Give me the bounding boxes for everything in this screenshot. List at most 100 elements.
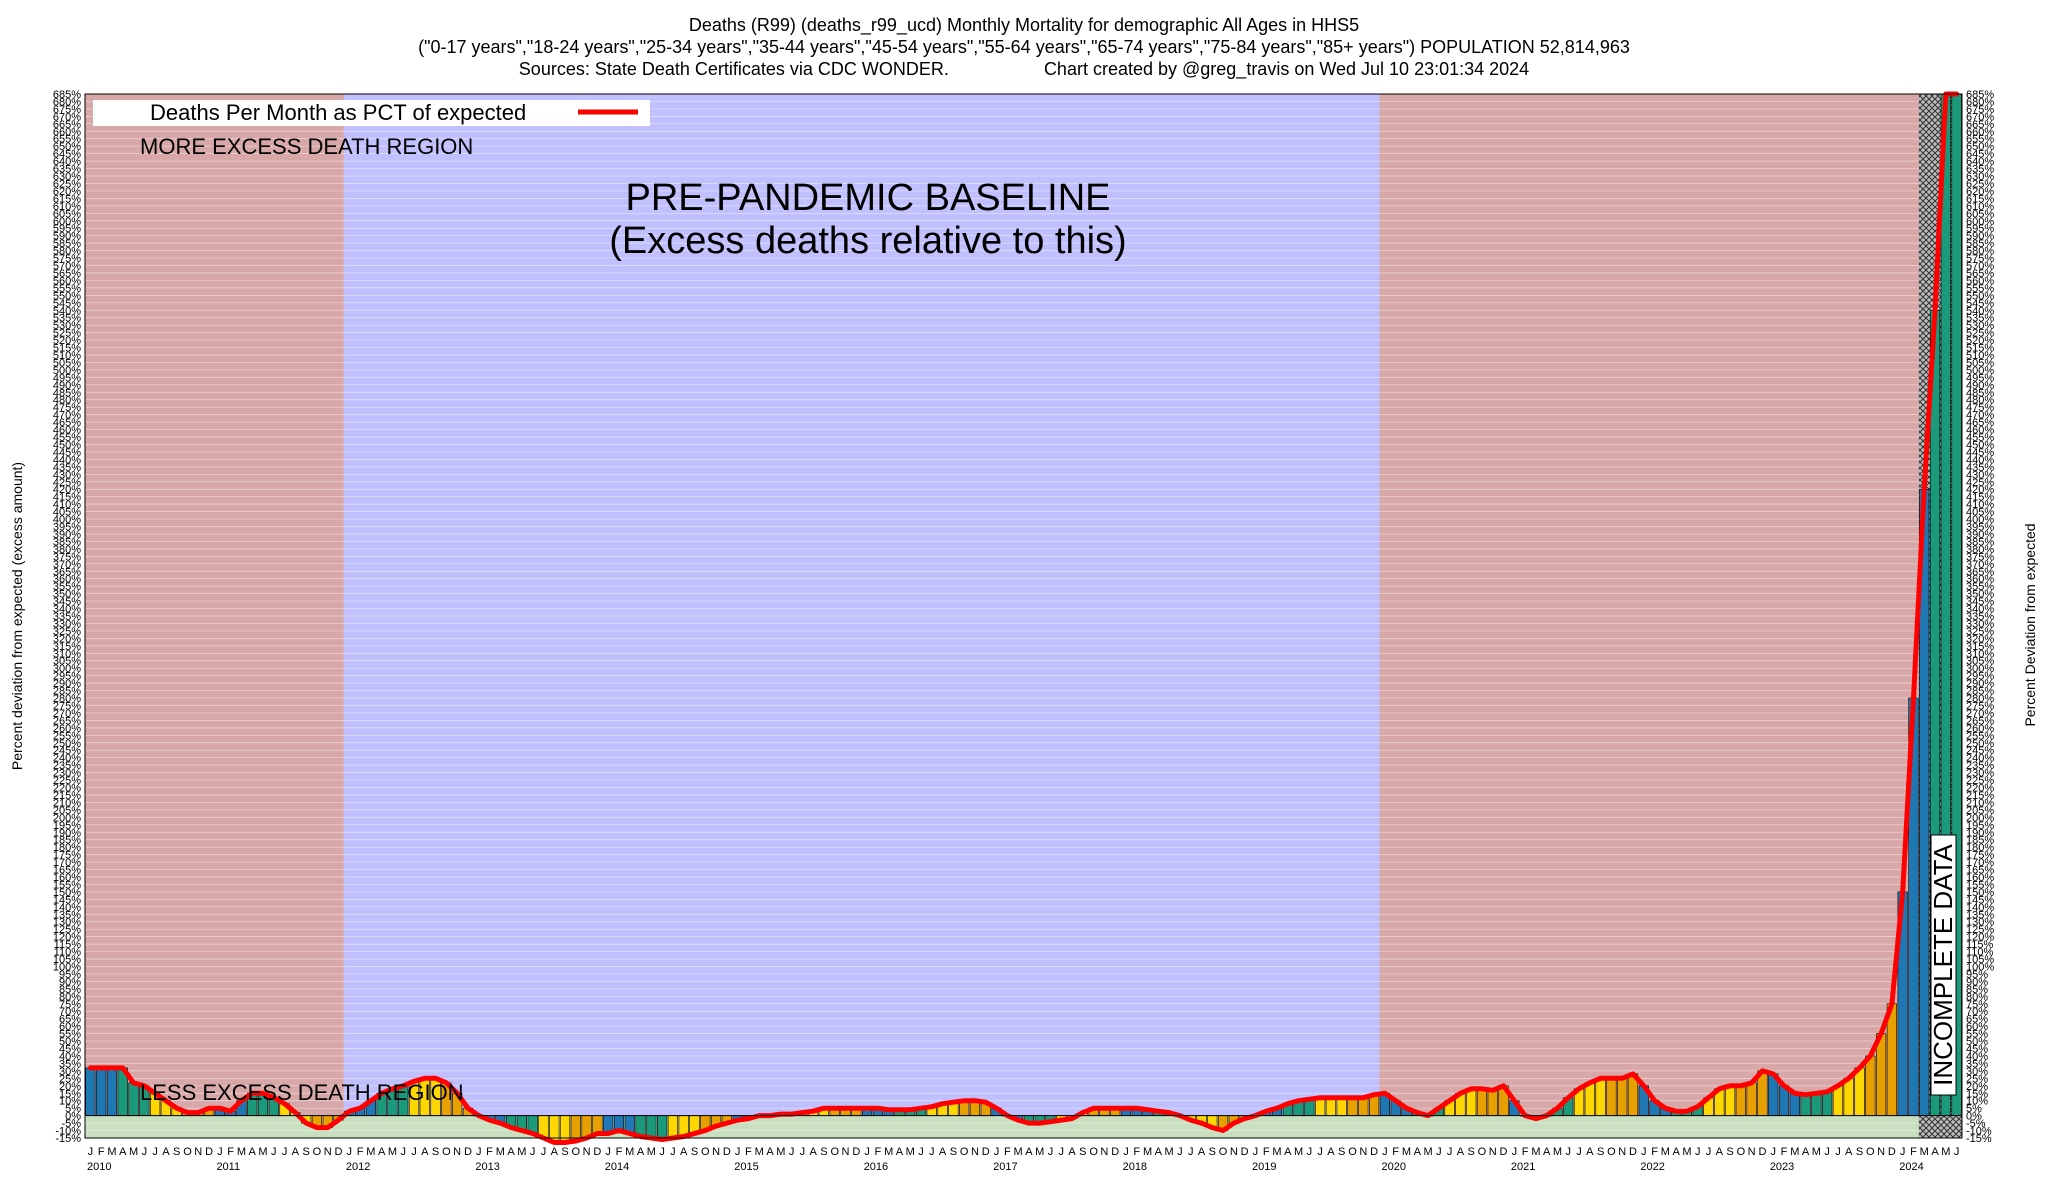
y-axis-label-right: Percent Deviation from expected: [2022, 523, 2038, 726]
x-month-label: A: [1716, 1146, 1724, 1158]
y-tick-label-right: 535%: [1966, 313, 1994, 325]
x-month-label: J: [1770, 1146, 1776, 1158]
x-month-label: M: [107, 1146, 116, 1158]
x-month-label: A: [1543, 1146, 1551, 1158]
y-tick-label-right: 630%: [1966, 171, 1994, 183]
y-tick-label-left: 290%: [53, 678, 81, 690]
y-tick-label-right: 210%: [1966, 797, 1994, 809]
y-tick-label-right: 85%: [1966, 984, 1988, 996]
bar: [1843, 1078, 1854, 1116]
bar: [657, 1115, 668, 1140]
y-tick-label-left: 270%: [53, 708, 81, 720]
x-month-label: J: [1641, 1146, 1647, 1158]
y-tick-label-left: 50%: [59, 1036, 81, 1048]
x-month-label: D: [1111, 1146, 1119, 1158]
x-month-label: S: [561, 1146, 568, 1158]
x-year-label: 2016: [864, 1161, 888, 1173]
x-month-label: F: [745, 1146, 752, 1158]
y-tick-label-right: 550%: [1966, 290, 1994, 302]
y-tick-label-left: 370%: [53, 559, 81, 571]
bar: [1325, 1097, 1337, 1116]
x-month-label: J: [1900, 1146, 1906, 1158]
y-tick-label-right: 620%: [1966, 186, 1994, 198]
y-tick-label-left: 460%: [53, 425, 81, 437]
x-month-label: M: [1165, 1146, 1174, 1158]
bar: [1595, 1078, 1606, 1116]
y-tick-label-left: 40%: [59, 1051, 81, 1063]
y-tick-label-left: 470%: [53, 410, 81, 422]
x-month-label: S: [820, 1146, 827, 1158]
y-tick-label-right: 300%: [1966, 663, 1994, 675]
y-tick-label-left: 215%: [53, 790, 81, 802]
bar: [1746, 1082, 1757, 1116]
y-tick-label-left: 490%: [53, 380, 81, 392]
x-year-label: 2011: [216, 1161, 240, 1173]
y-tick-label-right: -10%: [1966, 1126, 1992, 1138]
y-tick-label-left: 595%: [53, 223, 81, 235]
bar: [1822, 1091, 1833, 1116]
y-tick-label-left: -10%: [55, 1126, 81, 1138]
y-tick-label-right: 600%: [1966, 216, 1994, 228]
y-tick-label-right: 275%: [1966, 700, 1994, 712]
y-tick-label-right: 135%: [1966, 909, 1994, 921]
y-tick-label-right: 45%: [1966, 1044, 1988, 1056]
x-month-label: J: [1436, 1146, 1442, 1158]
y-tick-label-left: 200%: [53, 812, 81, 824]
x-month-label: J: [918, 1146, 924, 1158]
y-tick-label-right: 40%: [1966, 1051, 1988, 1063]
y-tick-label-left: 670%: [53, 111, 81, 123]
y-tick-label-right: 35%: [1966, 1058, 1988, 1070]
y-tick-label-left: 660%: [53, 126, 81, 138]
x-month-label: M: [776, 1146, 785, 1158]
y-tick-label-right: 115%: [1966, 939, 1994, 951]
y-tick-label-left: 435%: [53, 462, 81, 474]
x-month-label: J: [1123, 1146, 1129, 1158]
x-month-label: J: [1048, 1146, 1054, 1158]
y-tick-label-left: 365%: [53, 566, 81, 578]
x-month-label: M: [1272, 1146, 1281, 1158]
x-month-label: S: [1079, 1146, 1086, 1158]
y-tick-label-left: 115%: [54, 939, 82, 951]
legend-label: Deaths Per Month as PCT of expected: [150, 100, 526, 125]
y-tick-label-right: 305%: [1966, 656, 1994, 668]
y-tick-label-right: 685%: [1966, 89, 1994, 101]
x-month-label: F: [1263, 1146, 1270, 1158]
y-tick-label-right: 340%: [1966, 604, 1994, 616]
y-tick-label-right: 470%: [1966, 410, 1994, 422]
x-month-label: A: [162, 1146, 170, 1158]
x-month-label: M: [258, 1146, 267, 1158]
y-tick-label-right: 650%: [1966, 141, 1994, 153]
y-tick-label-right: 95%: [1966, 969, 1988, 981]
y-tick-label-right: 515%: [1966, 343, 1994, 355]
y-tick-label-right: 65%: [1966, 1014, 1988, 1026]
y-tick-label-right: 205%: [1966, 805, 1994, 817]
bar: [1487, 1089, 1498, 1116]
y-tick-label-right: 540%: [1966, 305, 1994, 317]
y-tick-label-left: 165%: [53, 865, 81, 877]
y-tick-label-left: 440%: [53, 454, 81, 466]
y-tick-label-left: 335%: [53, 611, 81, 623]
bar: [85, 1067, 96, 1116]
y-tick-label-left: 265%: [53, 715, 81, 727]
y-tick-label-right: 405%: [1966, 507, 1994, 519]
x-month-label: F: [1651, 1146, 1658, 1158]
y-tick-label-right: -5%: [1966, 1118, 1986, 1130]
x-month-label: N: [583, 1146, 591, 1158]
x-month-label: J: [929, 1146, 935, 1158]
y-tick-label-left: 650%: [53, 141, 81, 153]
y-tick-label-left: 260%: [53, 723, 81, 735]
y-tick-label-right: 165%: [1966, 865, 1994, 877]
x-month-label: J: [1824, 1146, 1830, 1158]
x-month-label: A: [766, 1146, 774, 1158]
x-month-label: D: [1758, 1146, 1766, 1158]
x-month-label: J: [670, 1146, 676, 1158]
x-month-label: S: [432, 1146, 439, 1158]
x-month-label: J: [271, 1146, 277, 1158]
y-tick-label-left: -15%: [55, 1133, 81, 1145]
x-month-label: D: [1241, 1146, 1249, 1158]
bar: [570, 1115, 581, 1142]
y-tick-label-left: 415%: [53, 492, 81, 504]
x-year-label: 2023: [1770, 1161, 1794, 1173]
x-month-label: M: [1790, 1146, 1799, 1158]
y-tick-label-right: 335%: [1966, 611, 1994, 623]
